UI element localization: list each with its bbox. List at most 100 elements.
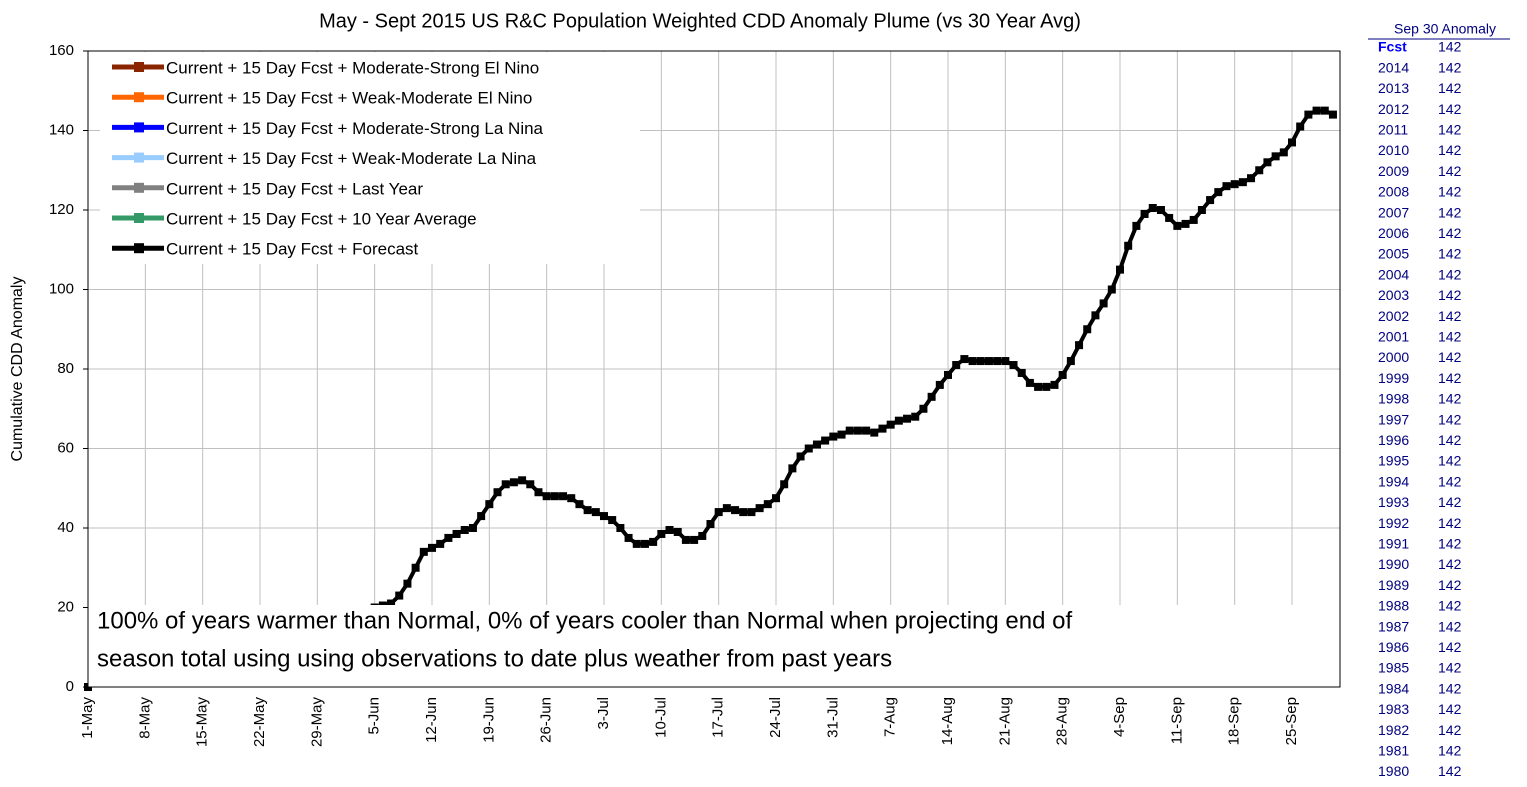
point [829,432,838,441]
point [632,539,641,548]
side-table-value: 142 [1438,473,1462,489]
point [1189,215,1198,224]
point [870,428,879,437]
side-table-value: 142 [1438,163,1462,179]
point [444,533,453,542]
side-table-label: 1997 [1378,411,1409,427]
point [1148,204,1157,213]
point [1050,380,1059,389]
side-table-label: 2002 [1378,308,1409,324]
side-table-label: 2003 [1378,287,1409,303]
y-tick-label: 140 [49,121,74,138]
point [1042,382,1051,391]
x-tick-label: 17-Jul [710,697,727,738]
point [1296,122,1305,131]
point [460,525,469,534]
side-table-label: 1991 [1378,536,1409,552]
side-table-value: 142 [1438,515,1462,531]
side-table-value: 142 [1438,639,1462,655]
point [993,357,1002,366]
side-table-value: 142 [1438,370,1462,386]
point [1165,213,1174,222]
point [968,357,977,366]
side-table-value: 142 [1438,660,1462,676]
point [616,524,625,532]
x-tick-label: 12-Jun [423,697,440,743]
side-table-value: 142 [1438,536,1462,552]
legend-label: Current + 15 Day Fcst + Forecast [166,240,419,259]
side-table-label: Fcst [1378,39,1407,55]
point [1320,106,1329,115]
side-table-label: 2010 [1378,142,1409,158]
x-tick-label: 1-May [79,697,96,739]
legend-marker [134,182,144,193]
x-tick-label: 11-Sep [1168,697,1185,744]
point [837,430,846,439]
point [821,436,830,445]
chart-title: May - Sept 2015 US R&C Population Weight… [319,10,1081,32]
point [952,361,961,370]
legend-label: Current + 15 Day Fcst + Moderate-Strong … [166,58,539,77]
point [1230,180,1239,189]
point [919,404,928,413]
side-table-label: 1981 [1378,743,1409,759]
x-tick-label: 31-Jul [824,697,841,738]
point [690,535,699,544]
side-table-value: 142 [1438,225,1462,241]
point [550,492,559,501]
side-table-label: 1993 [1378,494,1409,510]
side-table-value: 142 [1438,556,1462,572]
side-table-label: 1986 [1378,639,1409,655]
legend-marker [134,152,144,163]
side-table-value: 142 [1438,204,1462,220]
point [804,444,813,453]
point [788,464,797,473]
side-table-label: 1992 [1378,515,1409,531]
side-table-label: 1984 [1378,680,1409,696]
point [1001,357,1010,366]
point [853,426,862,435]
side-table-label: 2007 [1378,204,1409,220]
side-table-label: 1982 [1378,722,1409,738]
y-tick-label: 120 [49,201,74,218]
x-tick-label: 28-Aug [1054,697,1071,745]
point [780,480,789,489]
x-tick-label: 18-Sep [1226,697,1243,745]
x-tick-label: 19-Jun [480,697,497,743]
point [509,478,518,487]
point [452,529,461,538]
side-table-label: 1989 [1378,577,1409,593]
side-table-value: 142 [1438,266,1462,282]
point [1124,241,1133,250]
legend-marker [134,62,144,72]
side-table-label: 1985 [1378,660,1409,676]
side-table-value: 142 [1438,722,1462,738]
point [894,416,903,425]
side-table-label: 1980 [1378,763,1409,779]
side-table-label: 2004 [1378,266,1409,282]
point [518,476,527,485]
x-tick-label: 24-Jul [767,697,784,738]
point [772,494,780,503]
point [575,500,584,509]
side-table-value: 142 [1438,308,1462,324]
y-tick-label: 0 [66,678,74,695]
point [1009,361,1018,370]
x-tick-label: 26-Jun [538,697,555,743]
point [501,480,510,489]
side-table-value: 142 [1438,577,1462,593]
y-tick-label: 60 [57,439,74,456]
point [1206,196,1215,205]
side-table-value: 142 [1438,101,1462,117]
point [1091,311,1100,320]
side-table-label: 2008 [1378,184,1409,200]
point [657,529,666,538]
point [1075,341,1084,350]
point [387,599,396,608]
side-table-label: 1990 [1378,556,1409,572]
point [1034,382,1043,391]
point [903,414,912,423]
x-tick-label: 25-Sep [1283,697,1300,745]
side-table-value: 142 [1438,743,1462,759]
point [960,355,969,364]
